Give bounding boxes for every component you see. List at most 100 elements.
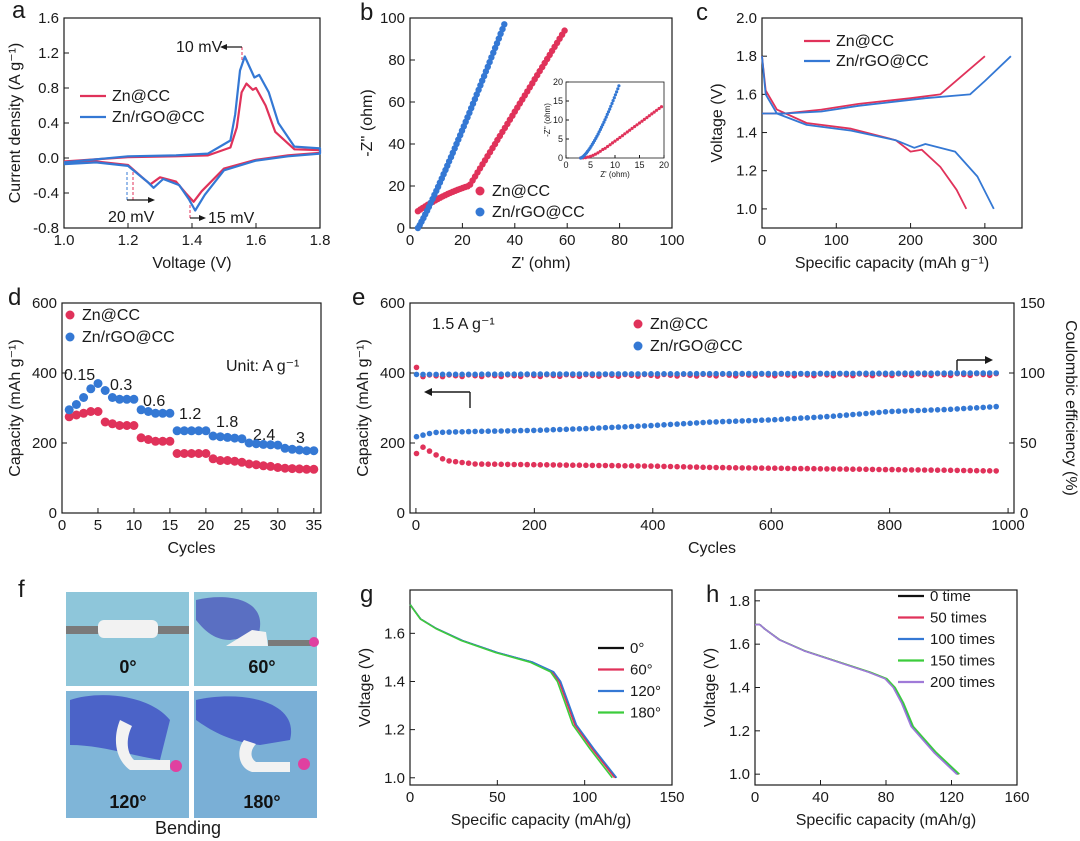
cycle-capacity-point-Zn@CC — [557, 462, 563, 468]
rate-point-Zn/rGO@CC — [172, 426, 182, 436]
y-tick-label-e: 400 — [380, 365, 405, 382]
inset-point-Zn/rGO@CC — [617, 84, 621, 88]
rate-point-Zn/rGO@CC — [179, 426, 189, 436]
cycle-capacity-point-Zn@CC — [531, 461, 537, 468]
cv-curve-Zn/rGO@CC — [63, 55, 322, 212]
annotation-10mv: 10 mV — [176, 39, 223, 56]
rate-point-Zn/rGO@CC — [237, 434, 247, 444]
y-tick-label-a: 1.2 — [38, 45, 59, 62]
cycle-capacity-point-Zn@CC — [485, 461, 492, 468]
arrow-head-icon — [220, 44, 227, 50]
rate-point-Zn@CC — [122, 421, 132, 430]
battery-strip-icon — [239, 740, 290, 772]
cycle-capacity-point-Zn/rGO@CC — [778, 416, 785, 423]
cycle-capacity-point-Zn/rGO@CC — [452, 429, 459, 435]
cycle-ce-point-Zn/rGO@CC — [609, 371, 615, 377]
legend-label-g: 60° — [630, 662, 653, 679]
cycle-capacity-point-Zn@CC — [752, 465, 758, 471]
rate-point-Zn/rGO@CC — [258, 439, 268, 449]
cycle-ce-point-Zn/rGO@CC — [837, 370, 843, 377]
rate-point-Zn@CC — [86, 407, 96, 416]
cycle-ce-point-Zn/rGO@CC — [928, 370, 934, 377]
rate-point-Zn/rGO@CC — [165, 408, 175, 418]
rate-label-5: 2.4 — [253, 427, 275, 444]
cycle-ce-point-Zn/rGO@CC — [680, 371, 687, 377]
cycle-capacity-point-Zn/rGO@CC — [648, 422, 654, 429]
annotation-15mv: 15 mV — [208, 210, 255, 227]
cycle-ce-point-Zn/rGO@CC — [452, 371, 459, 378]
cycle-capacity-point-Zn/rGO@CC — [745, 417, 752, 424]
cycle-capacity-point-Zn@CC — [615, 462, 622, 469]
rate-point-Zn@CC — [79, 408, 89, 418]
cycle-capacity-point-Zn/rGO@CC — [459, 429, 465, 435]
cycle-capacity-point-Zn/rGO@CC — [785, 416, 791, 422]
x-tick-label-b: 80 — [611, 232, 628, 249]
cycle-capacity-point-Zn/rGO@CC — [889, 408, 895, 415]
rate-point-Zn/rGO@CC — [187, 426, 196, 436]
x-tick-label-a: 1.6 — [246, 232, 267, 249]
cycle-ce-point-Zn/rGO@CC — [446, 371, 452, 378]
cycle-ce-point-Zn/rGO@CC — [674, 371, 680, 377]
cycle-ce-point-Zn/rGO@CC — [954, 370, 960, 376]
x-tick-label-g: 100 — [572, 789, 597, 806]
cycle-ce-point-Zn/rGO@CC — [960, 370, 967, 376]
rate-point-Zn@CC — [93, 407, 103, 416]
cycle-capacity-point-Zn/rGO@CC — [433, 429, 439, 436]
legend-label-a: Zn@CC — [112, 88, 170, 105]
cycle-capacity-point-Zn@CC — [824, 466, 830, 472]
cycle-capacity-point-Zn@CC — [765, 465, 772, 472]
rate-point-Zn@CC — [258, 461, 268, 471]
rate-point-Zn@CC — [302, 464, 312, 474]
cycle-capacity-point-Zn/rGO@CC — [706, 419, 713, 425]
charge-curve-Zn/rGO@CC — [762, 55, 1012, 115]
inset-point-Zn/rGO@CC — [598, 127, 603, 132]
y-axis-label-h: Voltage (V) — [702, 648, 719, 727]
cycle-ce-point-Zn/rGO@CC — [908, 370, 915, 377]
y-tick-label-e: 0 — [397, 505, 405, 522]
y2-tick-label-e: 100 — [1020, 365, 1045, 382]
plot-frame-g — [409, 589, 673, 786]
rate-point-Zn/rGO@CC — [294, 445, 304, 455]
panel-label-b: b — [360, 0, 373, 26]
discharge-curve-100 times — [755, 623, 958, 775]
rate-point-Zn/rGO@CC — [107, 393, 117, 402]
discharge-curve-0 time — [755, 623, 959, 775]
x-tick-label-c: 0 — [758, 232, 766, 249]
cycle-ce-point-Zn/rGO@CC — [511, 371, 517, 378]
cycle-capacity-point-Zn/rGO@CC — [524, 427, 530, 434]
x-tick-label-binset: 20 — [659, 160, 669, 170]
cycle-ce-point-Zn/rGO@CC — [934, 370, 941, 377]
cycle-capacity-point-Zn@CC — [459, 459, 465, 466]
cycle-capacity-point-Zn@CC — [511, 461, 517, 468]
wire-icon — [268, 640, 316, 646]
cycle-capacity-point-Zn@CC — [804, 465, 811, 472]
cycle-capacity-point-Zn/rGO@CC — [615, 424, 622, 430]
cycle-ce-point-Zn/rGO@CC — [693, 370, 700, 377]
cycle-capacity-point-Zn/rGO@CC — [504, 428, 511, 434]
panel-label-f: f — [18, 576, 25, 603]
cycle-capacity-point-Zn/rGO@CC — [693, 420, 700, 426]
y-tick-label-g: 1.4 — [384, 673, 405, 690]
rate-point-Zn@CC — [194, 449, 204, 458]
cycle-capacity-point-Zn@CC — [446, 458, 452, 464]
cycle-ce-point-Zn/rGO@CC — [856, 370, 863, 377]
cycle-capacity-point-Zn@CC — [954, 467, 960, 474]
inset-point-Zn@CC — [618, 135, 622, 140]
cycle-ce-point-Zn/rGO@CC — [635, 371, 641, 377]
cycle-capacity-point-Zn/rGO@CC — [973, 405, 980, 411]
legend-marker-b — [475, 186, 485, 196]
eis-point-Zn/rGO@CC — [499, 25, 506, 33]
rate-label-2: 0.6 — [143, 393, 165, 410]
cycle-capacity-point-Zn@CC — [622, 463, 628, 469]
y-tick-label-g: 1.0 — [384, 770, 405, 787]
legend-label-e: Zn@CC — [650, 316, 708, 333]
y-tick-label-c: 1.2 — [736, 163, 757, 180]
y-tick-label-d: 200 — [32, 435, 57, 452]
legend-label-d: Zn/rGO@CC — [82, 329, 175, 346]
inset-point-Zn/rGO@CC — [604, 115, 608, 119]
rate-point-Zn/rGO@CC — [201, 426, 211, 436]
x-tick-label-b: 40 — [506, 232, 523, 249]
rate-point-Zn/rGO@CC — [122, 394, 132, 404]
rate-point-Zn/rGO@CC — [244, 438, 254, 448]
cycle-capacity-point-Zn@CC — [420, 444, 426, 451]
